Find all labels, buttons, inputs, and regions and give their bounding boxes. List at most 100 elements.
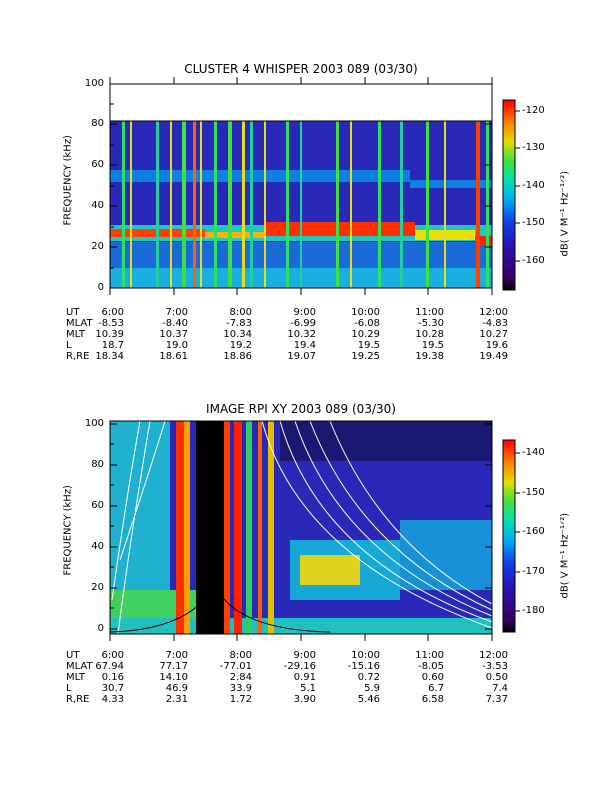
panel-1-cbar-tick: -150: [522, 217, 545, 228]
panel-1-emission-c: [265, 222, 415, 236]
panel-1-cell: 19.4: [293, 340, 316, 351]
panel-1-cell: 10.29: [351, 329, 380, 340]
panel-1-ytick: 0: [97, 282, 104, 293]
panel-2-cell: 11:00: [415, 650, 444, 661]
panel-1-cell: -6.08: [354, 318, 380, 329]
panel-1-cell: 7:00: [165, 307, 188, 318]
panel-1-cell: 18.86: [223, 351, 252, 362]
panel-1-colorbar-label: dB( V M⁻¹ Hz⁻¹ᐟ²): [559, 170, 571, 257]
panel-2-row-label: L: [66, 683, 72, 694]
panel-2-colorbar-ticks: [515, 452, 520, 612]
panel-1-cell: 6:00: [101, 307, 124, 318]
panel-2-ytick: 100: [84, 418, 104, 429]
panel-1-ytick: 60: [91, 159, 104, 170]
panel-1-cell: 10:00: [351, 307, 380, 318]
panel-2-cell: 0.16: [101, 672, 124, 683]
panel-1-upper-band-tail: [410, 180, 492, 188]
panel-1-cell: 10.28: [415, 329, 444, 340]
panel-1-row-label: R,RE: [66, 351, 90, 362]
panel-2-cell: 3.90: [293, 694, 316, 705]
panel-1-cell: 10.27: [479, 329, 508, 340]
panel-2-cell: 5.9: [364, 683, 380, 694]
panel-2-cbar-tick: -150: [522, 487, 545, 498]
panel-2-cell: 0.72: [357, 672, 380, 683]
panel-1-cell: -4.83: [482, 318, 508, 329]
panel-1-cell: -5.30: [418, 318, 444, 329]
panel-1-cell: 19.25: [351, 351, 380, 362]
panel-1-cell: 11:00: [415, 307, 444, 318]
panel-2-cell: 4.33: [101, 694, 124, 705]
panel-2-cell: 7.37: [485, 694, 508, 705]
panel-2-white-curves: [111, 420, 493, 635]
panel-2-row-label: MLT: [66, 672, 85, 683]
panel-2-cell: 30.7: [101, 683, 124, 694]
panel-2-cell: -8.05: [418, 661, 444, 672]
panel-2-floor: [110, 618, 492, 634]
panel-1-ytick: 40: [91, 200, 104, 211]
panel-2-cell: 6:00: [101, 650, 124, 661]
panel-1-cell: 12:00: [479, 307, 508, 318]
panel-2-dark-top: [280, 421, 492, 461]
panel-1-bursts: [122, 121, 489, 288]
panel-2-colorbar-label: dB( V M⁻¹ Hz⁻¹ᐟ²): [559, 512, 571, 599]
panel-2-cell: 5.46: [357, 694, 380, 705]
panel-2-cell: 0.91: [293, 672, 316, 683]
panel-2-right-mid: [400, 520, 492, 590]
panel-2-colorbar: [502, 439, 516, 633]
panel-1-row-label: MLAT: [66, 318, 93, 329]
panel-1-row-label: MLT: [66, 329, 85, 340]
panel-1-cell: 18.7: [101, 340, 124, 351]
panel-1-cell: 10.34: [223, 329, 252, 340]
panel-1-cell: 19.07: [287, 351, 316, 362]
panel-1-cell: -8.53: [98, 318, 124, 329]
panel-1-cell: 10.32: [287, 329, 316, 340]
panel-1-cell: 19.2: [229, 340, 252, 351]
panel-1-upper-band: [110, 170, 410, 182]
panel-2-row-label: R,RE: [66, 694, 90, 705]
panel-2-cbar-tick: -170: [522, 566, 545, 577]
panel-2-cell: 46.9: [165, 683, 188, 694]
panel-1-cell: 19.0: [165, 340, 188, 351]
panel-1-cell: 19.6: [485, 340, 508, 351]
panel-2-cell: 0.60: [421, 672, 444, 683]
panel-2-cell: 2.31: [165, 694, 188, 705]
panel-1-spectrogram: [109, 83, 493, 289]
panel-2-mid-hot: [300, 555, 360, 585]
panel-2-cell: 7:00: [165, 650, 188, 661]
panel-1-cbar-tick: -140: [522, 180, 545, 191]
panel-2-cell: -3.53: [482, 661, 508, 672]
panel-1-cbar-tick: -120: [522, 105, 545, 116]
panel-2-spectrogram: [109, 420, 493, 635]
panel-1-cell: 19.5: [421, 340, 444, 351]
panel-1-cell: 19.38: [415, 351, 444, 362]
panel-2-cbar-tick: -180: [522, 605, 545, 616]
panel-2-cell: 2.84: [229, 672, 252, 683]
panel-1-ytick: 20: [91, 241, 104, 252]
panel-2-cell: 12:00: [479, 650, 508, 661]
panel-1-row-label: UT: [66, 307, 80, 318]
panel-1-cell: -6.99: [290, 318, 316, 329]
panel-1-cell: 10.37: [159, 329, 188, 340]
panel-1-cell: 10.39: [95, 329, 124, 340]
panel-1-cell: -7.83: [226, 318, 252, 329]
panel-2-cell: 6.58: [421, 694, 444, 705]
panel-2-title: IMAGE RPI XY 2003 089 (03/30): [206, 402, 396, 416]
panel-1-cell: 8:00: [229, 307, 252, 318]
panel-2-cell: -77.01: [219, 661, 252, 672]
panel-2-cell: 5.1: [300, 683, 316, 694]
panel-1-cell: 18.34: [95, 351, 124, 362]
panel-1-cell: 19.49: [479, 351, 508, 362]
panel-2-row-label: UT: [66, 650, 80, 661]
panel-1-title: CLUSTER 4 WHISPER 2003 089 (03/30): [184, 62, 418, 76]
panel-2-cell: 1.72: [229, 694, 252, 705]
panel-2-cell: 0.50: [485, 672, 508, 683]
panel-1-ticks: [109, 77, 493, 295]
panel-2-ytick: 80: [91, 459, 104, 470]
panel-2-ytick: 0: [97, 623, 104, 634]
panel-1-ytick: 80: [91, 118, 104, 129]
panel-2-ytick: 60: [91, 500, 104, 511]
panel-2-cbar-tick: -160: [522, 526, 545, 537]
panel-2-cell: -29.16: [283, 661, 316, 672]
panel-1-colorbar: [502, 99, 516, 291]
panel-2-ticks: [109, 423, 493, 641]
